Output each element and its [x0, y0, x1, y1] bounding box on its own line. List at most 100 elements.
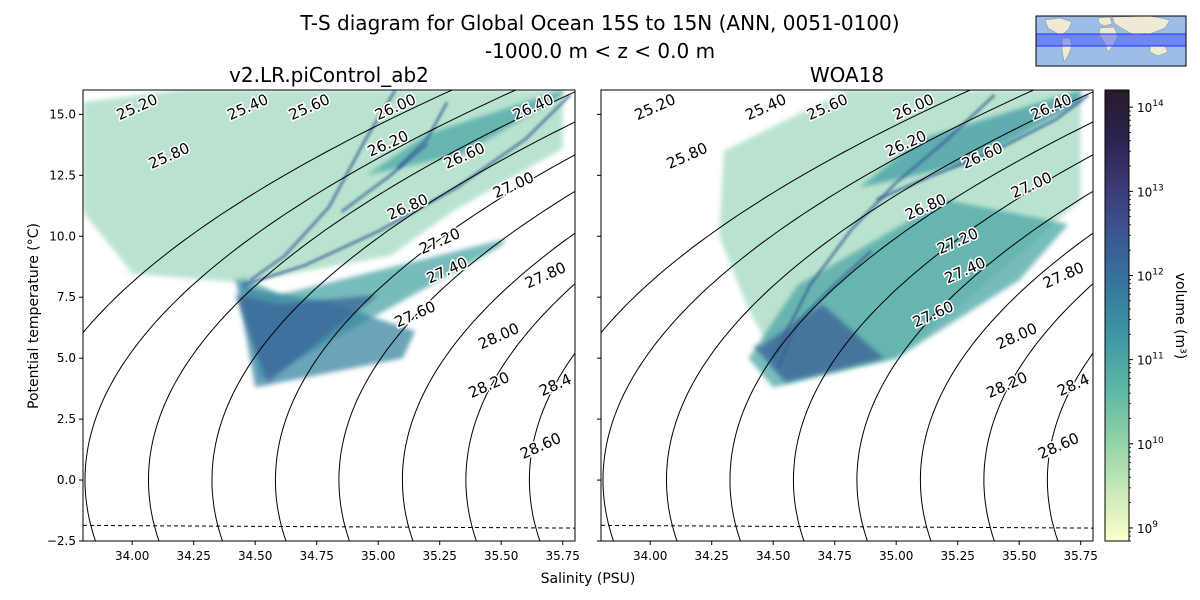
- model-panel: v2.LR.piControl_ab2 25.20 25.40 25.60 26.00…: [47, 63, 580, 563]
- woa18-x-tick-label: 34.25: [695, 549, 729, 563]
- model-density-contour: [338, 190, 575, 541]
- model-x-tick-label: 35.50: [484, 549, 518, 563]
- woa18-contour-label: 28.20: [982, 367, 1032, 404]
- woa18-x-tick-label: 35.25: [941, 549, 975, 563]
- colorbar-tick-label: 1013: [1137, 183, 1164, 199]
- model-x-tick-label: 34.75: [300, 549, 334, 563]
- woa18-contour-label-text: 25.20: [632, 90, 679, 124]
- inset-map-land-north-america: [1044, 17, 1073, 37]
- woa18-x-tick-label: 34.50: [756, 549, 790, 563]
- model-water-mass-ridge: [249, 90, 397, 282]
- model-density-contour: [83, 90, 453, 334]
- colorbar-tick-label: 1014: [1137, 99, 1164, 115]
- model-density-contour: [528, 352, 575, 541]
- woa18-density-contour: [729, 121, 1093, 541]
- woa18-x-tick-label: 34.00: [633, 549, 667, 563]
- woa18-density-contour: [792, 154, 1093, 541]
- inset-map-highlight-band: [1036, 34, 1186, 46]
- model-water-mass-ridge: [242, 93, 572, 287]
- model-water-mass-ridge: [396, 101, 449, 170]
- model-density-contour: [401, 232, 575, 541]
- woa18-x-tick-label: 35.50: [1002, 549, 1036, 563]
- woa18-plot-frame: [600, 89, 1094, 542]
- model-y-tick-label: 12.5: [49, 168, 76, 182]
- model-y-tick-label: 10.0: [49, 229, 76, 243]
- model-density-contour: [211, 121, 575, 541]
- colorbar-tick-label: 1011: [1137, 352, 1164, 368]
- woa18-density-contour: [602, 90, 1034, 541]
- model-density-contour: [84, 90, 516, 541]
- colorbar-tick-exponent: 11: [1152, 352, 1163, 362]
- woa18-density-contour: [983, 283, 1093, 541]
- woa18-contour-label: 25.20: [630, 90, 680, 126]
- model-contour-label: 28.4: [535, 368, 575, 401]
- model-panel-title: v2.LR.piControl_ab2: [229, 63, 429, 87]
- woa18-contour-label: 25.80: [662, 137, 712, 174]
- woa18-x-tick-label: 34.75: [818, 549, 852, 563]
- model-contour-label-text: 28.60: [517, 429, 564, 463]
- figure-subtitle: -1000.0 m < z < 0.0 m: [484, 39, 716, 63]
- woa18-contour-label: 27.80: [1039, 257, 1089, 294]
- colorbar-gradient: [1104, 89, 1130, 542]
- model-freezing-line: [83, 524, 575, 529]
- model-contour-label: 28.20: [464, 367, 514, 404]
- inset-map-land-south-america: [1061, 37, 1073, 63]
- woa18-density-contour: [919, 232, 1093, 541]
- colorbar-tick-exponent: 9: [1152, 520, 1158, 530]
- colorbar-label: volume (m³): [1172, 273, 1188, 360]
- woa18-contour-label: 28.00: [992, 318, 1042, 355]
- model-contour-label: 28.00: [474, 318, 524, 355]
- model-density-contour: [148, 91, 575, 541]
- woa18-density-contour: [666, 91, 1093, 541]
- y-axis-label: Potential temperature (°C): [26, 223, 42, 409]
- colorbar-tick-label: 1012: [1137, 267, 1164, 283]
- woa18-freezing-line: [601, 524, 1093, 529]
- woa18-volume-region: [859, 90, 1081, 188]
- woa18-contour-label-text: 28.20: [984, 368, 1031, 402]
- woa18-panel-title: WOA18: [810, 63, 884, 87]
- inset-map-land-africa: [1098, 26, 1119, 53]
- model-plot-frame: [82, 89, 576, 542]
- model-contour-label-text: 28.4: [536, 370, 574, 400]
- woa18-contour-label: 28.60: [1034, 427, 1084, 464]
- woa18-density-contour: [1046, 352, 1093, 541]
- inset-map: [1035, 15, 1187, 67]
- colorbar-tick-exponent: 12: [1152, 267, 1163, 277]
- woa18-density-contour: [601, 90, 971, 334]
- inset-map-frame: [1035, 15, 1187, 67]
- model-contour-label: 28.60: [516, 427, 566, 464]
- inset-map-land-europe: [1097, 16, 1113, 27]
- model-x-tick-label: 34.00: [115, 549, 149, 563]
- woa18-contour-label-text: 25.40: [743, 90, 790, 124]
- model-contour-label: 27.80: [521, 257, 571, 294]
- x-axis-label: Salinity (PSU): [541, 571, 636, 587]
- model-y-tick-label: 15.0: [49, 107, 76, 121]
- colorbar-tick-label: 1010: [1137, 436, 1164, 452]
- model-density-contour: [465, 283, 575, 541]
- figure-title: T-S diagram for Global Ocean 15S to 15N …: [300, 11, 900, 35]
- woa18-contour-label: 28.4: [1053, 368, 1093, 401]
- model-y-tick-label: −2.5: [47, 534, 76, 548]
- woa18-water-mass-ridge: [771, 93, 996, 359]
- woa18-x-tick-label: 35.75: [1064, 549, 1098, 563]
- model-x-tick-label: 35.75: [546, 549, 580, 563]
- colorbar-tick-exponent: 10: [1152, 436, 1164, 446]
- model-x-tick-label: 34.50: [238, 549, 272, 563]
- woa18-x-tick-label: 35.00: [879, 549, 913, 563]
- woa18-water-mass-ridge: [776, 249, 873, 369]
- model-volume-region: [235, 294, 379, 383]
- colorbar-tick-exponent: 13: [1152, 183, 1163, 193]
- woa18-water-mass-ridge: [875, 93, 1090, 202]
- colorbar-tick-exponent: 14: [1152, 99, 1164, 109]
- model-x-tick-label: 35.25: [423, 549, 457, 563]
- model-x-tick-label: 35.00: [361, 549, 395, 563]
- model-y-tick-label: 5.0: [57, 351, 76, 365]
- woa18-contour-label-text: 25.80: [664, 139, 711, 173]
- woa18-volume-region: [753, 304, 884, 383]
- colorbar-tick-label: 109: [1137, 520, 1158, 536]
- model-y-tick-label: 7.5: [57, 290, 76, 304]
- model-contour-label-text: 27.80: [522, 258, 569, 292]
